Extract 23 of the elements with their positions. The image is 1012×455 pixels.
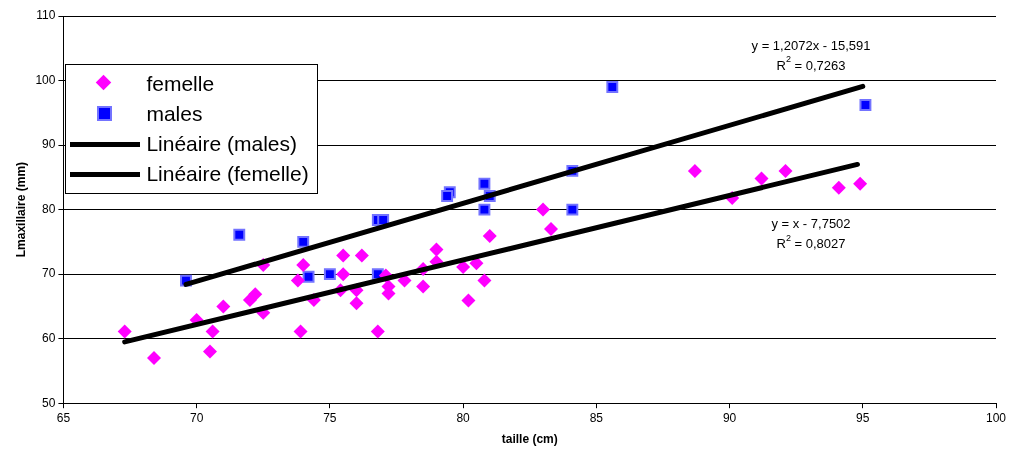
- y-tick-label: 50: [42, 395, 56, 410]
- y-tick-label: 70: [42, 266, 56, 281]
- x-tick-label: 80: [456, 410, 471, 425]
- x-tick-label: 85: [589, 410, 604, 425]
- y-axis-title: Lmaxillaire (mm): [13, 161, 28, 258]
- legend-label: males: [146, 102, 203, 126]
- legend-label: femelle: [146, 72, 215, 96]
- legend-label: Linéaire (femelle): [146, 162, 309, 186]
- annotation: y = x - 7,7502: [771, 215, 851, 231]
- x-axis-title: taille (cm): [501, 432, 558, 447]
- x-tick-label: 95: [856, 410, 870, 425]
- y-tick-label: 100: [35, 72, 56, 87]
- y-tick-label: 110: [36, 8, 56, 23]
- x-tick-label: 90: [722, 410, 737, 425]
- legend-label: Linéaire (males): [146, 132, 297, 156]
- y-tick-label: 80: [42, 201, 56, 216]
- x-tick-label: 65: [56, 410, 71, 425]
- annotation: y = 1,2072x - 15,591: [751, 37, 871, 53]
- y-tick-label: 60: [42, 330, 56, 345]
- x-tick-label: 75: [323, 410, 337, 425]
- y-tick-label: 90: [42, 137, 56, 152]
- x-tick-label: 70: [189, 410, 204, 425]
- x-tick-label: 100: [985, 410, 1007, 425]
